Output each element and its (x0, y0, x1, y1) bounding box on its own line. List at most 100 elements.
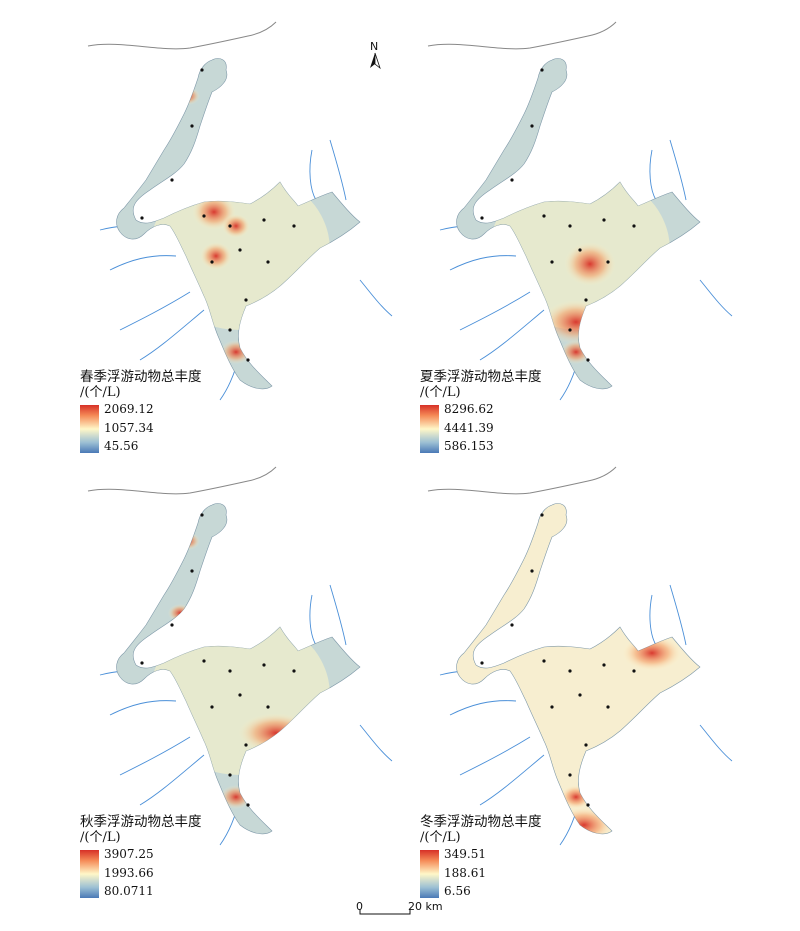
sampling-site (244, 743, 248, 747)
sampling-site (262, 218, 266, 222)
legend-title: 秋季浮游动物总丰度 (80, 814, 202, 830)
hotspot-north-bay (176, 532, 200, 550)
sampling-site (540, 513, 544, 517)
sampling-site (170, 178, 174, 182)
sampling-site (550, 705, 554, 709)
tributary-stream (649, 149, 657, 201)
sampling-site (140, 216, 144, 220)
tributary-stream (309, 594, 317, 646)
legend-autumn: 秋季浮游动物总丰度/(个/L) 3907.25 1993.66 80.0711 (80, 815, 202, 898)
tributary-stream (309, 149, 317, 201)
sampling-site (210, 260, 214, 264)
scale-bar-line (359, 909, 411, 915)
sampling-site (170, 623, 174, 627)
sampling-site (568, 224, 572, 228)
hotspot-central-east (222, 214, 250, 238)
river-line (87, 21, 277, 50)
sampling-site (246, 803, 250, 807)
legend-unit: /(个/L) (420, 830, 461, 845)
sampling-site (540, 68, 544, 72)
north-arrow: N (368, 40, 382, 74)
sampling-site (292, 669, 296, 673)
sampling-site (480, 216, 484, 220)
tributary-stream (669, 584, 687, 646)
legend-body: 8296.62 4441.39 586.153 (420, 402, 542, 453)
sampling-site (632, 669, 636, 673)
sampling-site (244, 298, 248, 302)
legend-max-value: 3907.25 (104, 847, 154, 861)
legend-unit: /(个/L) (80, 830, 121, 845)
hotspot-south-lake (554, 807, 614, 834)
color-ramp (80, 850, 99, 898)
map-winter (427, 466, 733, 846)
river-line (427, 21, 617, 50)
sampling-site (530, 124, 534, 128)
reservoir-surface (456, 503, 701, 835)
sampling-site (602, 663, 606, 667)
color-ramp (420, 850, 439, 898)
legend-unit: /(个/L) (420, 385, 461, 400)
hotspot-south-basin (542, 300, 610, 344)
sampling-site (550, 260, 554, 264)
sampling-site (190, 124, 194, 128)
sampling-site (292, 224, 296, 228)
map-panel-winter: 冬季浮游动物总丰度/(个/L) 349.51 188.61 6.56 (420, 466, 733, 898)
color-ramp (420, 405, 439, 453)
legend-title: 春季浮游动物总丰度 (80, 369, 202, 385)
map-panel-autumn: 秋季浮游动物总丰度/(个/L) 3907.25 1993.66 80.0711 (80, 466, 393, 898)
sampling-site (202, 214, 206, 218)
sampling-site (266, 705, 270, 709)
legend-title: 夏季浮游动物总丰度 (420, 369, 542, 385)
map-autumn (87, 466, 393, 846)
sampling-site (228, 773, 232, 777)
legend-min-value: 80.0711 (104, 884, 154, 898)
hotspot-south-central (200, 242, 232, 270)
hotspot-west-bay (168, 604, 192, 622)
legend-spring: 春季浮游动物总丰度/(个/L) 2069.12 1057.34 45.56 (80, 370, 202, 453)
map-panel-summer: 夏季浮游动物总丰度/(个/L) 8296.62 4441.39 586.153 (420, 21, 733, 453)
sampling-site (228, 224, 232, 228)
sampling-site (530, 569, 534, 573)
sampling-site (266, 260, 270, 264)
sampling-site (586, 358, 590, 362)
legend-max-value: 349.51 (444, 847, 486, 861)
legend-min-value: 6.56 (444, 884, 471, 898)
hotspot-east-arm (622, 635, 682, 671)
map-panel-spring: 春季浮游动物总丰度/(个/L) 2069.12 1057.34 45.56 (80, 21, 393, 453)
legend-body: 349.51 188.61 6.56 (420, 847, 542, 898)
legend-body: 2069.12 1057.34 45.56 (80, 402, 202, 453)
sampling-site (510, 623, 514, 627)
north-arrow-label: N (370, 40, 379, 53)
sampling-site (238, 693, 242, 697)
sampling-site (262, 663, 266, 667)
sampling-site (210, 705, 214, 709)
tributary-stream (109, 255, 177, 271)
sampling-site (584, 743, 588, 747)
legend-winter: 冬季浮游动物总丰度/(个/L) 349.51 188.61 6.56 (420, 815, 542, 898)
legend-unit: /(个/L) (80, 385, 121, 400)
sampling-site (578, 693, 582, 697)
tributary-stream (479, 309, 545, 361)
sampling-site (200, 68, 204, 72)
tributary-stream (359, 724, 393, 762)
tributary-stream (669, 139, 687, 201)
sampling-site (190, 569, 194, 573)
sampling-site (578, 248, 582, 252)
sampling-site (246, 358, 250, 362)
sampling-site (228, 328, 232, 332)
map-summer (427, 21, 733, 401)
tributary-stream (699, 279, 733, 317)
legend-max-value: 2069.12 (104, 402, 154, 416)
tributary-stream (459, 291, 531, 331)
tributary-stream (119, 291, 191, 331)
river-line (87, 466, 277, 495)
tributary-stream (329, 139, 347, 201)
legend-mid-value: 188.61 (444, 866, 486, 880)
sampling-site (510, 178, 514, 182)
sampling-site (606, 260, 610, 264)
tributary-stream (699, 724, 733, 762)
sampling-site (480, 661, 484, 665)
sampling-site (228, 669, 232, 673)
sampling-site (584, 298, 588, 302)
sampling-site (200, 513, 204, 517)
